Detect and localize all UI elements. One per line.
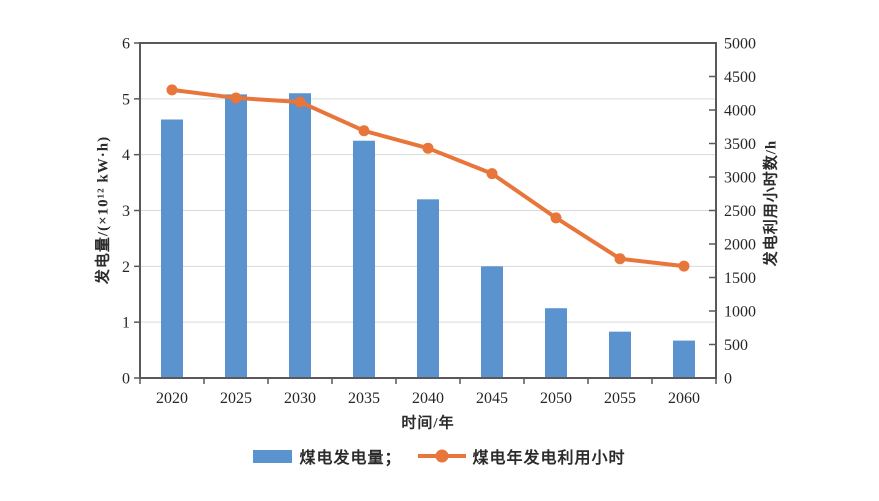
bar-2035 xyxy=(353,140,375,378)
bar-2045 xyxy=(481,266,503,378)
line-marker-2055 xyxy=(614,253,626,265)
right-axis-tick-label: 0 xyxy=(724,371,732,388)
right-axis-tick-label: 1500 xyxy=(724,270,756,287)
left-axis-tick-label: 0 xyxy=(122,371,130,388)
x-axis-tick-label: 2030 xyxy=(284,390,316,407)
x-axis-title: 时间/年 xyxy=(401,415,455,432)
right-axis-tick-label: 1000 xyxy=(724,304,756,321)
bar-2055 xyxy=(609,331,631,378)
left-axis-tick-label: 6 xyxy=(122,36,130,53)
legend-bar-label: 煤电发电量； xyxy=(299,450,402,467)
left-axis-tick-label: 5 xyxy=(122,91,130,108)
line-marker-2020 xyxy=(166,84,178,96)
bar-2020 xyxy=(161,119,183,378)
x-axis-tick-label: 2025 xyxy=(220,390,252,407)
left-axis-tick-label: 1 xyxy=(122,315,130,332)
left-axis-tick-label: 2 xyxy=(122,259,130,276)
bar-2040 xyxy=(417,199,439,378)
bar-2050 xyxy=(545,308,567,378)
x-axis-tick-label: 2035 xyxy=(348,390,380,407)
line-marker-2025 xyxy=(230,92,242,104)
x-axis-tick-label: 2020 xyxy=(156,390,188,407)
right-axis-tick-label: 4500 xyxy=(724,69,756,86)
x-axis-tick-label: 2055 xyxy=(604,390,636,407)
bar-2030 xyxy=(289,93,311,378)
legend-line-swatch xyxy=(417,449,466,463)
legend-bar-swatch xyxy=(253,449,293,463)
right-axis-tick-label: 500 xyxy=(724,337,748,354)
line-marker-2040 xyxy=(422,142,434,154)
line-marker-2035 xyxy=(358,125,370,137)
bar-2060 xyxy=(673,340,695,378)
left-axis-tick-label: 4 xyxy=(122,147,130,164)
right-y-axis-title: 发电利用小时数/h xyxy=(763,139,780,267)
line-marker-2045 xyxy=(486,168,498,180)
x-axis-tick-label: 2040 xyxy=(412,390,444,407)
right-axis-tick-label: 4000 xyxy=(724,103,756,120)
right-axis-tick-label: 5000 xyxy=(724,36,756,53)
left-y-axis-title: 发电量/(×10¹² kW·h) xyxy=(95,135,112,285)
right-axis-tick-label: 2000 xyxy=(724,237,756,254)
line-marker-2050 xyxy=(550,212,562,224)
right-axis-tick-label: 2500 xyxy=(724,203,756,220)
x-axis-tick-label: 2050 xyxy=(540,390,572,407)
legend: 煤电发电量； 煤电年发电利用小时 xyxy=(0,444,879,468)
left-axis-tick-label: 3 xyxy=(122,203,130,220)
right-axis-tick-label: 3000 xyxy=(724,170,756,187)
line-marker-2030 xyxy=(294,96,306,108)
legend-line-marker-dot xyxy=(435,449,448,463)
x-axis-tick-label: 2060 xyxy=(668,390,700,407)
right-axis-tick-label: 3500 xyxy=(724,136,756,153)
x-axis-tick-label: 2045 xyxy=(476,390,508,407)
legend-line-label: 煤电年发电利用小时 xyxy=(472,450,626,467)
bar-2025 xyxy=(225,94,247,378)
line-marker-2060 xyxy=(678,260,690,272)
